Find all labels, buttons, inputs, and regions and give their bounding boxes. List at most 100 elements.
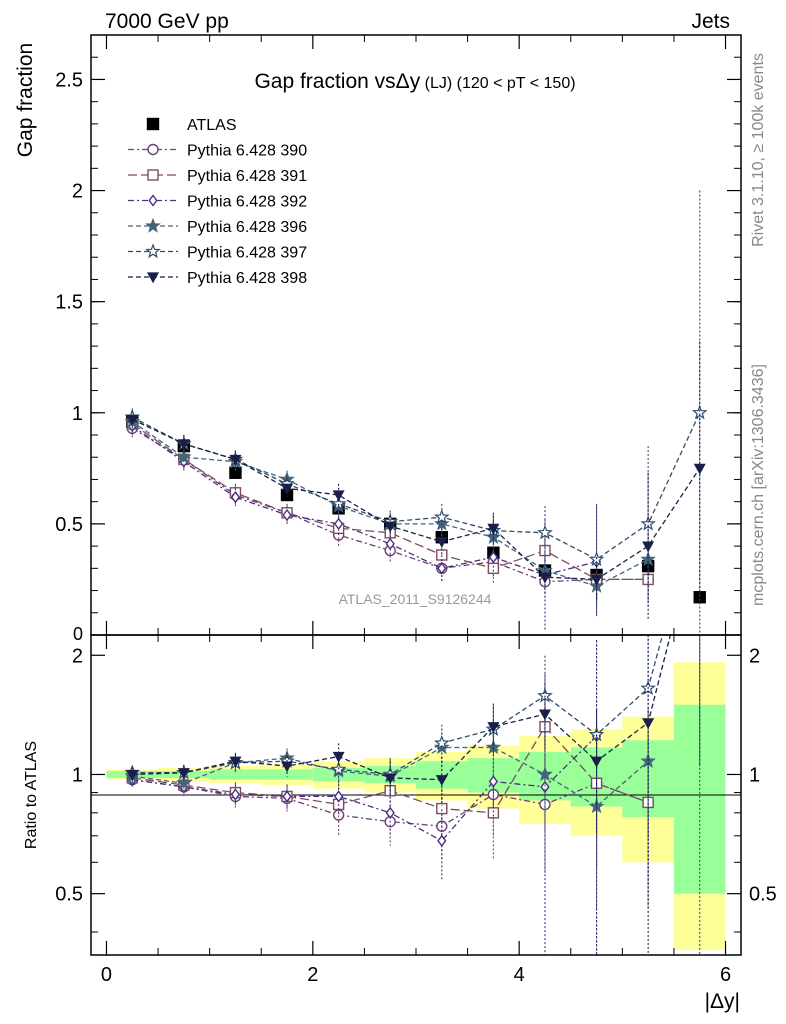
main-series-3 xyxy=(127,417,602,631)
main-data-point xyxy=(693,591,706,604)
main-data-point xyxy=(282,508,292,522)
main-data-point xyxy=(642,541,655,553)
main-data-point xyxy=(488,551,499,564)
main-data-point xyxy=(433,508,450,524)
main-series-line xyxy=(132,412,701,561)
process-label: Jets xyxy=(691,10,730,33)
ratio-panel: 0.5 0.5 1 1 2 2 0 2 4 6 Ratio to ATLAS |Δy| xyxy=(23,634,777,1013)
main-data-point xyxy=(435,537,448,548)
legend-entry-3: Pythia 6.428 392 xyxy=(128,194,307,211)
ratio-data-point xyxy=(384,773,397,785)
ratio-data-point xyxy=(537,687,553,703)
ratio-series-line xyxy=(132,635,672,781)
ratio-y-tick-label-right: 0.5 xyxy=(749,884,777,906)
main-data-point xyxy=(384,521,397,533)
main-data-point xyxy=(333,517,344,531)
main-series-0 xyxy=(126,415,706,604)
analysis-watermark: ATLAS_2011_S9126244 xyxy=(339,591,492,607)
main-series-line xyxy=(131,425,597,576)
ratio-data-point xyxy=(437,834,447,847)
legend-label: ATLAS xyxy=(187,117,237,134)
main-y-tick-label: 2.5 xyxy=(55,69,83,91)
legend-label: Pythia 6.428 396 xyxy=(187,219,307,236)
ratio-y-tick-label-right: 1 xyxy=(749,764,760,786)
ratio-band-inner xyxy=(261,769,313,780)
ratio-series-line xyxy=(132,735,598,842)
main-y-tick-label: 2 xyxy=(72,181,83,203)
legend-marker xyxy=(148,194,158,207)
ratio-series-5 xyxy=(126,635,701,955)
legend-label: Pythia 6.428 392 xyxy=(187,194,307,211)
main-data-point xyxy=(176,448,192,464)
ratio-data-point xyxy=(281,761,294,773)
ratio-data-point xyxy=(332,751,345,763)
main-data-point xyxy=(433,515,450,531)
ratio-y-axis-label: Ratio to ATLAS xyxy=(23,741,40,849)
ratio-data-point xyxy=(126,769,139,781)
main-data-point xyxy=(330,495,347,511)
ratio-data-point xyxy=(333,790,344,803)
ratio-data-point xyxy=(538,709,551,721)
legend-label: Pythia 6.428 391 xyxy=(187,168,307,185)
main-title: Gap fraction vsΔy (LJ) (120 < pT < 150) xyxy=(254,70,575,93)
main-y-tick-label: 1 xyxy=(72,403,83,425)
main-data-point xyxy=(332,490,345,502)
ratio-data-point xyxy=(435,775,448,786)
energy-label: 7000 GeV pp xyxy=(105,10,229,33)
rivet-version-label: Rivet 3.1.10, ≥ 100k events xyxy=(750,53,767,247)
ratio-y-tick-label: 0.5 xyxy=(55,884,83,906)
main-data-point xyxy=(229,454,242,466)
legend-marker xyxy=(146,272,160,284)
ratio-series-line xyxy=(132,635,664,776)
main-data-point xyxy=(177,439,190,451)
ratio-band-inner xyxy=(209,769,262,780)
main-y-tick-label: 0.5 xyxy=(55,514,83,536)
ratio-data-point xyxy=(537,766,553,782)
main-series-line xyxy=(131,427,649,583)
main-series-group xyxy=(124,190,708,635)
ratio-y-tick-label-right: 2 xyxy=(749,645,760,667)
legend-label: Pythia 6.428 390 xyxy=(187,143,307,160)
legend-marker xyxy=(147,143,159,156)
ratio-data-point xyxy=(282,790,292,803)
ratio-y-tick-label: 1 xyxy=(72,764,83,786)
main-data-point xyxy=(487,562,500,575)
ratio-data-point xyxy=(176,775,192,790)
legend-entry-6: Pythia 6.428 398 xyxy=(128,270,307,287)
main-series-line xyxy=(131,423,649,581)
main-data-point xyxy=(281,483,294,495)
ratio-data-point xyxy=(590,756,603,768)
main-y-zero-label: 0 xyxy=(73,624,83,644)
x-tick-label: 0 xyxy=(101,964,112,986)
mcplots-source-label: mcplots.cern.ch [arXiv:1306.3436] xyxy=(750,364,767,606)
ratio-series-clip xyxy=(124,635,701,955)
legend-marker xyxy=(146,117,160,131)
ratio-uncertainty-bands xyxy=(106,662,726,951)
ratio-data-point xyxy=(487,722,500,733)
ratio-data-point xyxy=(588,726,605,742)
main-y-axis-label: Gap fraction xyxy=(14,43,37,157)
main-series-line xyxy=(132,418,701,581)
main-data-point xyxy=(693,463,706,475)
ratio-series-group xyxy=(124,635,701,955)
legend-entry-2: Pythia 6.428 391 xyxy=(128,168,307,185)
legend-label: Pythia 6.428 398 xyxy=(187,270,307,287)
main-data-point xyxy=(385,537,395,551)
legend-marker xyxy=(147,169,159,181)
main-data-point xyxy=(537,524,553,540)
ratio-plot-frame xyxy=(90,634,742,956)
main-data-point xyxy=(230,491,241,504)
x-tick-label: 6 xyxy=(720,964,731,986)
ratio-data-point xyxy=(433,734,450,750)
ratio-data-point xyxy=(229,756,242,768)
legend-label: Pythia 6.428 397 xyxy=(187,245,307,262)
legend-marker xyxy=(145,243,161,259)
main-axis-ticks: 0.5 1 1.5 2 2.5 0 xyxy=(55,35,741,644)
main-data-point xyxy=(437,562,447,575)
ratio-data-point xyxy=(385,806,395,819)
ratio-data-point xyxy=(230,788,241,801)
main-data-point xyxy=(126,414,139,426)
main-series-6 xyxy=(126,341,706,620)
legend: ATLAS Pythia 6.428 390 Pythia 6.428 391 Pyt… xyxy=(128,117,307,287)
